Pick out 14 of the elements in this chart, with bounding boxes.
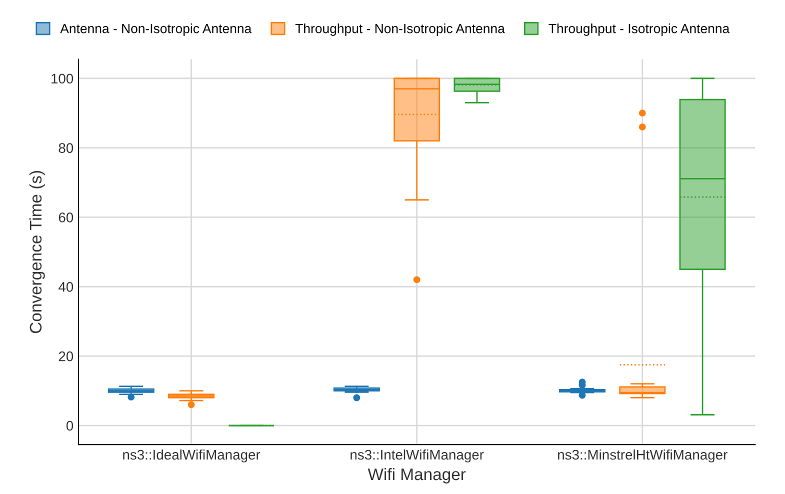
y-tick-label: 60 bbox=[58, 212, 74, 222]
legend-label: Throughput - Isotropic Antenna bbox=[548, 24, 730, 36]
x-tick-label: ns3::MinstrelHtWifiManager bbox=[558, 449, 728, 462]
x-tick-label: ns3::IntelWifiManager bbox=[350, 449, 484, 462]
y-tick-label: 80 bbox=[58, 143, 74, 153]
y-tick-label: 20 bbox=[58, 351, 74, 362]
y-axis-title: Convergence Time (s) bbox=[29, 170, 45, 334]
y-tick-label: 40 bbox=[58, 282, 74, 292]
legend-label: Throughput - Non-Isotropic Antenna bbox=[295, 24, 505, 36]
x-axis-title: Wifi Manager bbox=[368, 468, 466, 484]
x-tick-label: ns3::IdealWifiManager bbox=[123, 449, 260, 462]
y-tick-label: 0 bbox=[66, 420, 74, 431]
legend-label: Antenna - Non-Isotropic Antenna bbox=[60, 24, 252, 36]
y-tick-label: 100 bbox=[52, 74, 74, 84]
